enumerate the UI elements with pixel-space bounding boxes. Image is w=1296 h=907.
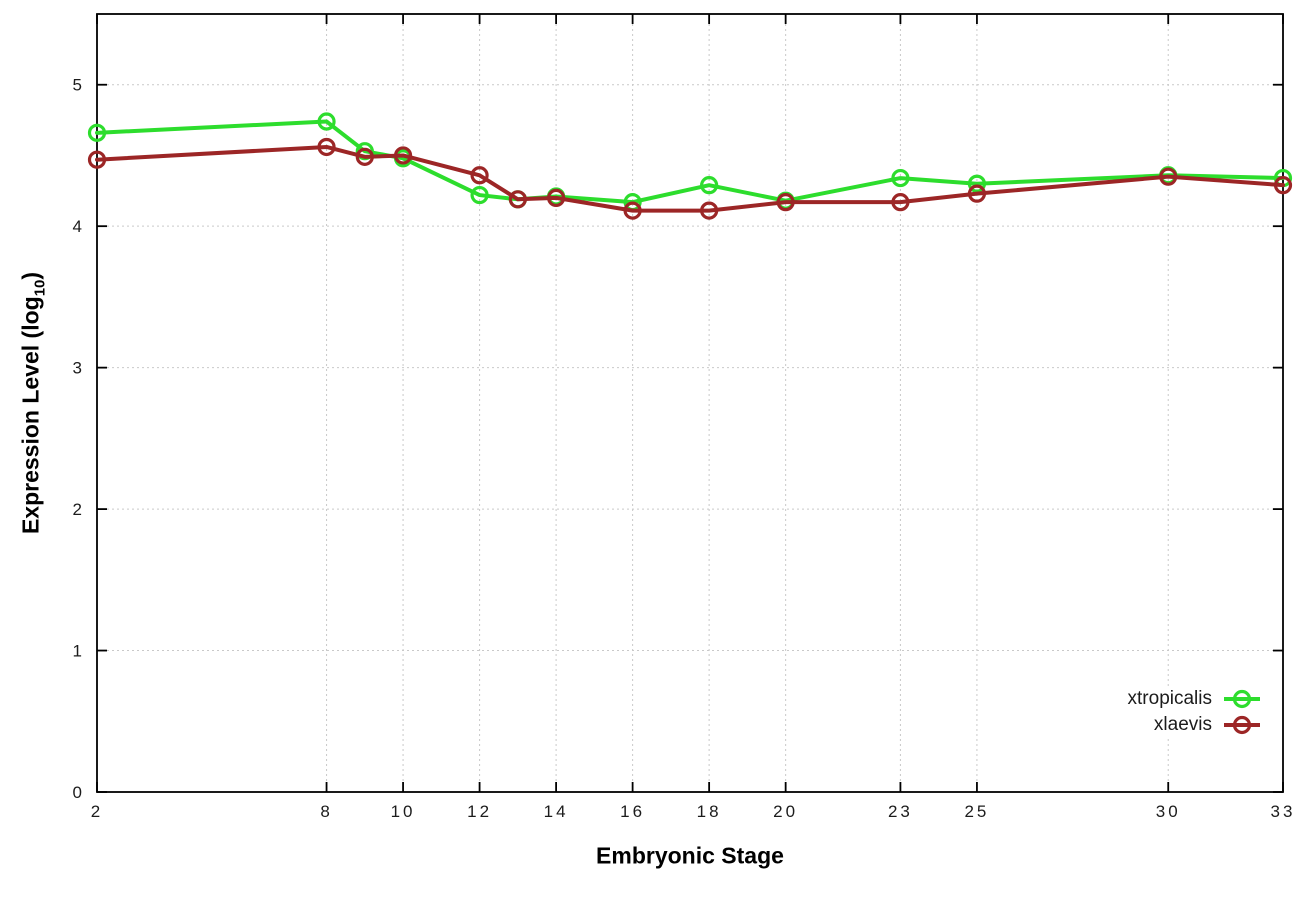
y-axis-title-main: Expression Level (log xyxy=(17,296,44,535)
svg-text:10: 10 xyxy=(391,802,416,821)
x-axis-title: Embryonic Stage xyxy=(596,842,784,869)
svg-text:25: 25 xyxy=(964,802,989,821)
svg-text:33: 33 xyxy=(1271,802,1296,821)
svg-text:12: 12 xyxy=(467,802,492,821)
y-axis-title-close: ) xyxy=(17,271,44,280)
y-axis-title-subscript: 10 xyxy=(31,279,49,297)
svg-text:23: 23 xyxy=(888,802,913,821)
svg-text:18: 18 xyxy=(697,802,722,821)
svg-text:16: 16 xyxy=(620,802,645,821)
svg-text:5: 5 xyxy=(73,76,82,95)
legend-item-xtropicalis: xtropicalis xyxy=(1128,688,1262,710)
legend-label-xtropicalis: xtropicalis xyxy=(1127,688,1212,709)
svg-text:14: 14 xyxy=(544,802,569,821)
svg-text:20: 20 xyxy=(773,802,798,821)
legend: xtropicalis xlaevis xyxy=(1123,686,1266,738)
y-axis-title: Expression Level (log10) xyxy=(18,272,49,534)
legend-marker-xlaevis xyxy=(1224,715,1260,735)
svg-text:30: 30 xyxy=(1156,802,1181,821)
svg-text:1: 1 xyxy=(73,642,82,661)
svg-text:8: 8 xyxy=(320,802,332,821)
legend-label-xlaevis: xlaevis xyxy=(1153,714,1212,735)
svg-text:4: 4 xyxy=(73,217,82,236)
svg-text:3: 3 xyxy=(73,359,82,378)
legend-item-xlaevis: xlaevis xyxy=(1154,714,1262,736)
legend-marker-xtropicalis xyxy=(1224,689,1260,709)
svg-text:2: 2 xyxy=(73,500,82,519)
svg-text:2: 2 xyxy=(91,802,103,821)
svg-text:0: 0 xyxy=(73,783,82,802)
